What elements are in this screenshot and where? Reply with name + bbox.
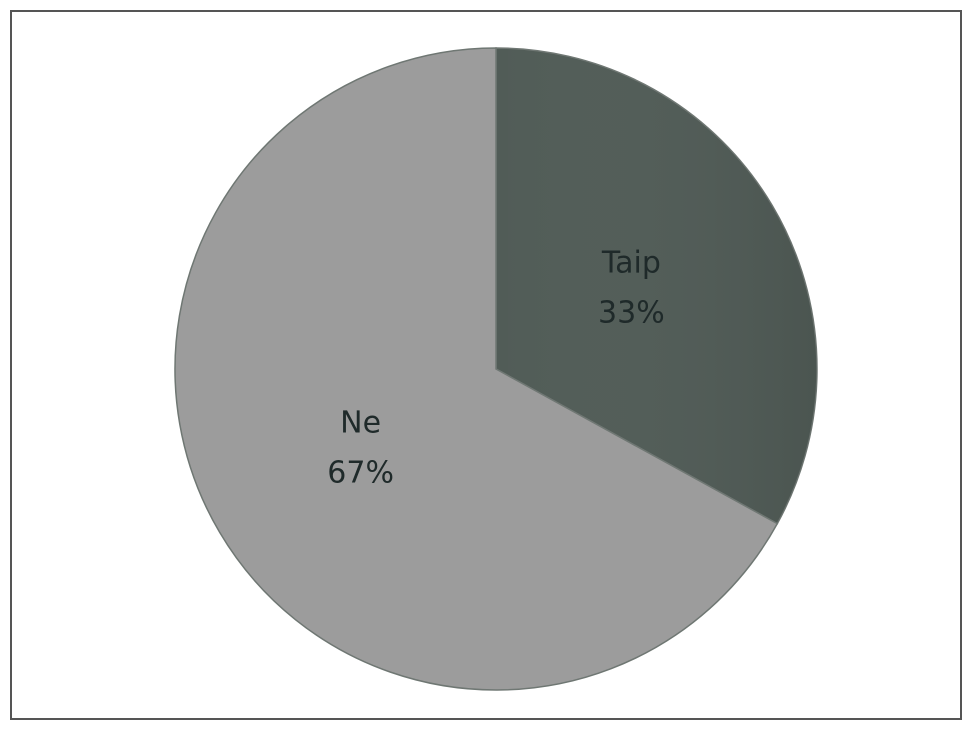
slice-category-label: Ne <box>340 406 381 441</box>
slice-value-label: 67% <box>327 456 394 491</box>
slice-category-label: Taip <box>601 245 661 280</box>
slice-value-label: 33% <box>598 295 665 330</box>
pie-slice <box>174 47 779 691</box>
